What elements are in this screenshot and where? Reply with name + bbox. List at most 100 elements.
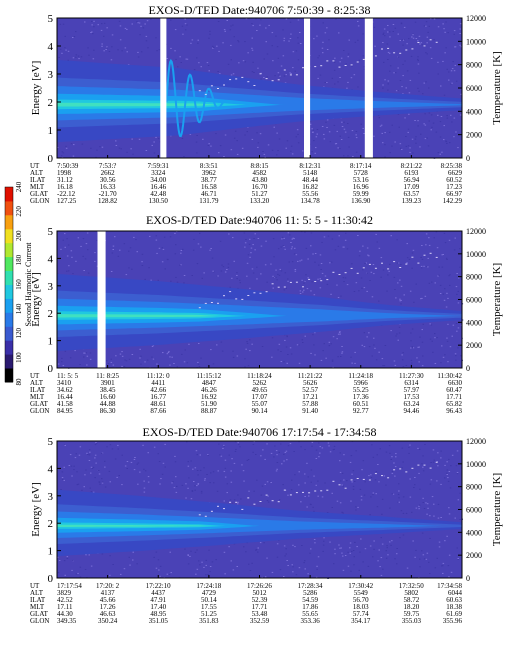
ephemeris-value: 17.36 bbox=[353, 393, 369, 401]
ephemeris-value: 38.45 bbox=[100, 386, 116, 394]
band-level-4 bbox=[57, 305, 462, 325]
ephemeris-value: 16.70 bbox=[252, 183, 268, 191]
ut-tick-label: 7:59:31 bbox=[148, 162, 170, 170]
oscillation-feature bbox=[165, 58, 228, 138]
data-gap bbox=[364, 18, 373, 158]
ephemeris-value: 17.07 bbox=[252, 393, 268, 401]
ephemeris-value: 91.40 bbox=[302, 407, 318, 415]
band-level-6 bbox=[57, 524, 462, 527]
ephemeris-value: 5148 bbox=[303, 169, 318, 177]
y2-tick-label: 10000 bbox=[466, 460, 486, 469]
ut-tick-label: 11:12: 0 bbox=[147, 372, 170, 380]
temperature-point bbox=[411, 256, 414, 258]
y2-tick-label: 6000 bbox=[466, 296, 482, 305]
temperature-point bbox=[295, 74, 298, 76]
ephemeris-value: 65.82 bbox=[446, 400, 462, 408]
temperature-point bbox=[429, 39, 432, 41]
ephemeris-label: UT bbox=[30, 582, 40, 590]
temperature-point bbox=[326, 489, 329, 491]
temperature-point bbox=[362, 478, 365, 480]
temperature-point bbox=[277, 286, 280, 288]
ephemeris-value: 31.12 bbox=[57, 176, 73, 184]
y-tick-label: 3 bbox=[48, 281, 54, 293]
ephemeris-value: 16.58 bbox=[201, 183, 217, 191]
ephemeris-value: 17.23 bbox=[446, 183, 462, 191]
ut-tick-label: 11:30:42 bbox=[437, 372, 462, 380]
y-tick-label: 5 bbox=[48, 226, 54, 238]
colorbar-tick-label: 120 bbox=[15, 328, 23, 339]
colorbar-swatch bbox=[5, 326, 13, 341]
ut-tick-label: 8:25:38 bbox=[441, 162, 463, 170]
ephemeris-label: UT bbox=[30, 372, 40, 380]
ephemeris-value: 5728 bbox=[354, 169, 369, 177]
temperature-point bbox=[241, 508, 244, 510]
ephemeris-value: 59.75 bbox=[404, 610, 420, 618]
ephemeris-label: MLT bbox=[30, 393, 45, 401]
ephemeris-label: MLT bbox=[30, 603, 45, 611]
panel-title: EXOS-D/TED Date:940706 7:50:39 - 8:25:38 bbox=[149, 3, 371, 17]
ephemeris-value: 4137 bbox=[101, 589, 116, 597]
ephemeris-value: 133.20 bbox=[250, 197, 270, 205]
y-axis-label: Energy [eV] bbox=[30, 272, 42, 326]
y2-tick-label: 2000 bbox=[466, 341, 482, 350]
ut-tick-label: 7:53:? bbox=[99, 162, 117, 170]
colorbar-label: Second Harmonic Current bbox=[24, 242, 33, 327]
ut-tick-label: 11:27:30 bbox=[399, 372, 424, 380]
ut-tick-label: 11:21:22 bbox=[298, 372, 323, 380]
ephemeris-value: 92.77 bbox=[353, 407, 369, 415]
band-level-6 bbox=[57, 102, 462, 107]
temperature-point bbox=[429, 467, 432, 469]
ephemeris-value: 4582 bbox=[253, 169, 268, 177]
temperature-point bbox=[247, 295, 250, 296]
temperature-trace bbox=[198, 461, 438, 517]
y2-axis-label: Temperature [K] bbox=[491, 473, 503, 546]
temperature-point bbox=[253, 503, 256, 505]
temperature-point bbox=[198, 90, 201, 92]
ephemeris-value: 42.52 bbox=[57, 596, 73, 604]
temperature-point bbox=[356, 272, 359, 274]
ephemeris-value: 5626 bbox=[303, 379, 318, 387]
temperature-point bbox=[229, 291, 232, 293]
ephemeris-value: 34.62 bbox=[57, 386, 73, 394]
ephemeris-value: 56.94 bbox=[404, 176, 420, 184]
ephemeris-value: 128.82 bbox=[98, 197, 118, 205]
panel-title: EXOS-D/TED Date:940706 17:17:54 - 17:34:… bbox=[143, 425, 377, 439]
ephemeris-value: 48.61 bbox=[150, 400, 166, 408]
ephemeris-value: 34.00 bbox=[150, 176, 166, 184]
colorbar-tick-label: 160 bbox=[15, 279, 23, 290]
temperature-point bbox=[435, 461, 438, 463]
ephemeris-value: 4411 bbox=[151, 379, 165, 387]
ephemeris-value: 38.77 bbox=[201, 176, 217, 184]
temperature-point bbox=[265, 494, 268, 496]
temperature-point bbox=[344, 272, 347, 274]
temperature-point bbox=[423, 464, 426, 466]
y2-tick-label: 10000 bbox=[466, 250, 486, 259]
ut-tick-label: 8:3:51 bbox=[200, 162, 218, 170]
y2-tick-label: 4000 bbox=[466, 107, 482, 116]
temperature-point bbox=[338, 66, 341, 68]
ephemeris-value: 130.50 bbox=[149, 197, 169, 205]
temperature-point bbox=[259, 292, 262, 294]
temperature-point bbox=[381, 262, 383, 264]
ephemeris-value: 134.78 bbox=[301, 197, 321, 205]
ephemeris-value: 3324 bbox=[151, 169, 166, 177]
ephemeris-value: 57.74 bbox=[353, 610, 369, 618]
y2-tick-label: 12000 bbox=[466, 14, 486, 23]
temperature-point bbox=[405, 471, 408, 473]
temperature-point bbox=[435, 256, 438, 258]
temperature-point bbox=[356, 61, 359, 63]
temperature-point bbox=[295, 492, 298, 494]
temperature-point bbox=[332, 480, 335, 482]
ut-tick-label: 8:21:22 bbox=[401, 162, 423, 170]
ephemeris-value: 61.69 bbox=[446, 610, 462, 618]
y2-tick-label: 8000 bbox=[466, 273, 482, 282]
y-tick-label: 2 bbox=[48, 97, 54, 109]
temperature-point bbox=[204, 515, 207, 517]
y2-tick-label: 8000 bbox=[466, 483, 482, 492]
temperature-point bbox=[277, 501, 280, 503]
colorbar-tick-label: 180 bbox=[15, 254, 23, 265]
temperature-point bbox=[302, 491, 304, 493]
temperature-point bbox=[320, 280, 323, 282]
band-level-5 bbox=[57, 311, 462, 320]
ephemeris-value: 3829 bbox=[57, 589, 72, 597]
